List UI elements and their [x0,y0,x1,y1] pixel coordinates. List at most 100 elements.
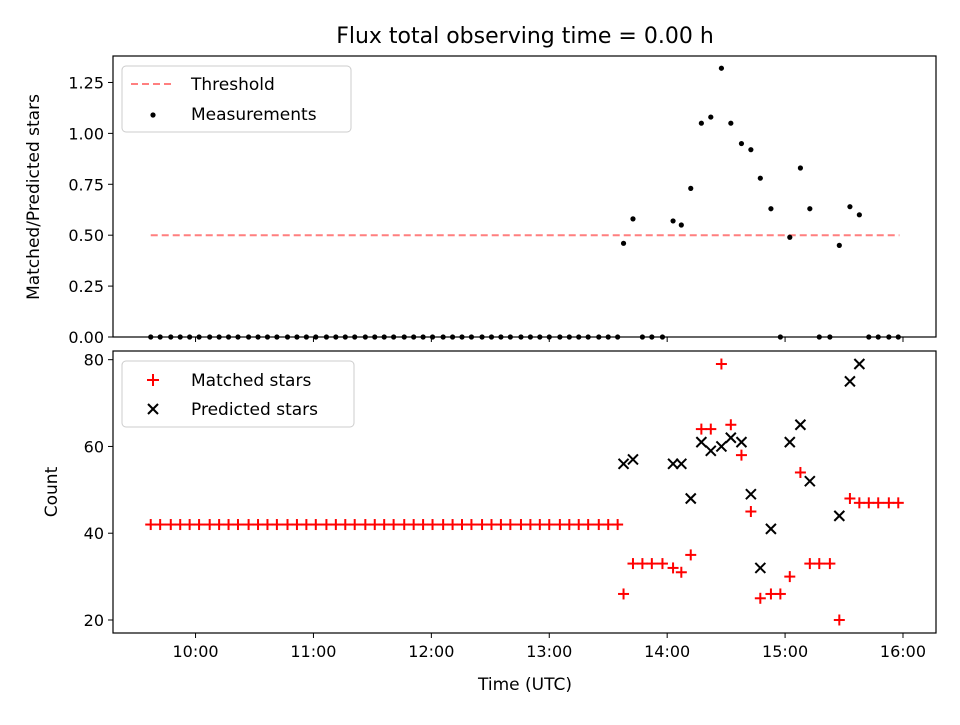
matched-star-point [794,466,806,478]
matched-star-point [543,519,555,531]
matched-stars-legend-label: Matched stars [191,371,311,391]
bottom-y-tick-label: 20 [84,611,104,630]
matched-star-point [165,519,177,531]
bottom-plot-ticks: 20 40 60 80 10:00 11:00 12:00 13:00 14:00 15:00 16… [84,351,926,661]
matched-star-point [243,519,255,531]
top-y-tick-label: 0.50 [68,226,104,245]
matched-star-point [524,519,536,531]
matched-star-point [774,588,786,600]
matched-star-point [784,571,796,583]
predicted-star-point [804,475,816,487]
predicted-star-point [765,523,777,535]
matched-star-point [427,519,439,531]
matched-star-point [534,519,546,531]
bottom-x-tick-label: 12:00 [408,642,454,661]
measurement-point [708,114,714,120]
matched-star-point [398,519,410,531]
bottom-plot-panel: 20 40 60 80 10:00 11:00 12:00 13:00 14:00 15:00 16… [84,350,937,661]
bottom-x-tick-label: 11:00 [290,642,336,661]
top-y-tick-label: 0.75 [68,175,104,194]
matched-star-point [844,493,856,505]
matched-star-point [824,558,836,570]
matched-star-point [735,449,747,461]
matched-star-point [872,497,884,509]
predicted-star-point [705,445,717,457]
predicted-star-point [745,488,757,500]
predicted-star-point [685,492,697,505]
matched-stars-legend-swatch [147,374,159,386]
matched-star-point [612,519,624,531]
bottom-y-tick-label: 40 [84,524,104,543]
measurement-point [748,147,754,153]
matched-star-point [378,519,390,531]
measurement-point [856,212,862,218]
measurement-point [836,242,842,248]
matched-star-point [515,519,527,531]
top-y-tick-label: 0.25 [68,277,104,296]
matched-star-point [593,519,605,531]
measurement-point [768,206,774,212]
matched-star-point [213,519,225,531]
predicted-stars-legend-label: Predicted stars [191,400,318,420]
predicted-star-point [675,458,688,470]
predicted-star-point [715,440,728,453]
matched-star-point [339,519,351,531]
matched-star-point [388,519,400,531]
matched-star-point [883,497,895,509]
matched-star-point [330,519,342,531]
matched-star-point [145,519,157,531]
matched-star-point [833,614,845,626]
matched-star-point [349,519,361,531]
top-y-tick-label: 0.00 [68,328,104,347]
matched-star-point [646,558,658,570]
matched-star-point [504,519,516,531]
matched-star-point [417,519,429,531]
matched-star-point [282,519,294,531]
bottom-x-tick-label: 16:00 [880,642,926,661]
matched-star-point [232,519,244,531]
predicted-star-point [754,562,767,574]
matched-star-point [369,519,381,531]
matched-star-point [627,558,639,570]
top-legend-box [121,65,352,133]
matched-star-point [204,519,216,531]
matched-star-point [223,519,235,531]
predicted-star-point [725,432,737,444]
matched-star-point [271,519,283,531]
predicted-star-point [844,375,856,388]
bottom-plot-marks [145,358,904,626]
matched-star-point [765,588,777,600]
measurement-point [688,185,694,191]
matched-star-point [667,562,679,574]
matched-star-point [310,519,322,531]
predicted-star-point [617,458,630,470]
bottom-x-tick-label: 14:00 [644,642,690,661]
predicted-star-point [833,510,846,522]
top-y-tick-label: 1.25 [68,73,104,92]
threshold-legend-label: Threshold [190,75,275,95]
matched-star-point [804,558,816,570]
top-y-axis-label: Matched/Predicted stars [24,94,44,300]
top-plot-ticks: 0.00 0.25 0.50 0.75 1.00 1.25 [68,73,904,347]
bottom-x-tick-label: 13:00 [526,642,572,661]
matched-star-point [252,519,264,531]
matched-star-point [892,497,904,509]
matched-star-point [582,519,594,531]
matched-star-point [174,519,186,531]
bottom-y-tick-label: 60 [84,437,104,456]
matched-star-point [495,519,507,531]
measurement-point [728,120,734,126]
bottom-y-axis-label: Count [42,466,62,517]
measurement-point [757,175,763,181]
bottom-plot-frame [112,350,937,634]
matched-star-point [184,519,196,531]
matched-star-point [715,358,727,370]
measurement-point [738,140,745,147]
matched-star-point [554,519,566,531]
predicted-star-point [667,458,679,470]
measurement-point [718,65,725,71]
matched-star-point [675,566,687,578]
matched-star-point [476,519,488,531]
matched-star-point [456,519,468,531]
matched-star-point [485,519,497,531]
